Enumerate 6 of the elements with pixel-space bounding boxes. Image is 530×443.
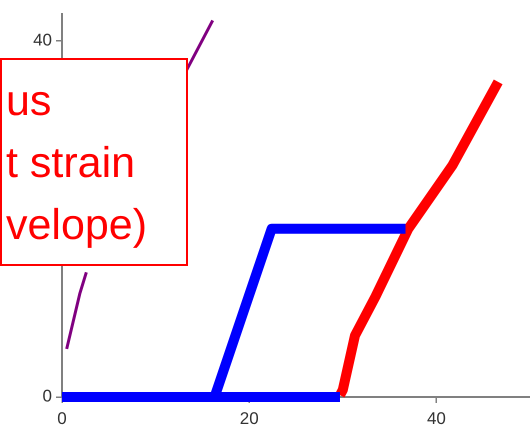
annotation: t strain: [6, 138, 136, 189]
x-tick-label: 0: [57, 408, 67, 428]
x-tick-label: 40: [426, 408, 446, 428]
text: us: [6, 76, 52, 127]
x-tick-label: 20: [240, 408, 259, 428]
annotation: velope): [6, 200, 148, 251]
